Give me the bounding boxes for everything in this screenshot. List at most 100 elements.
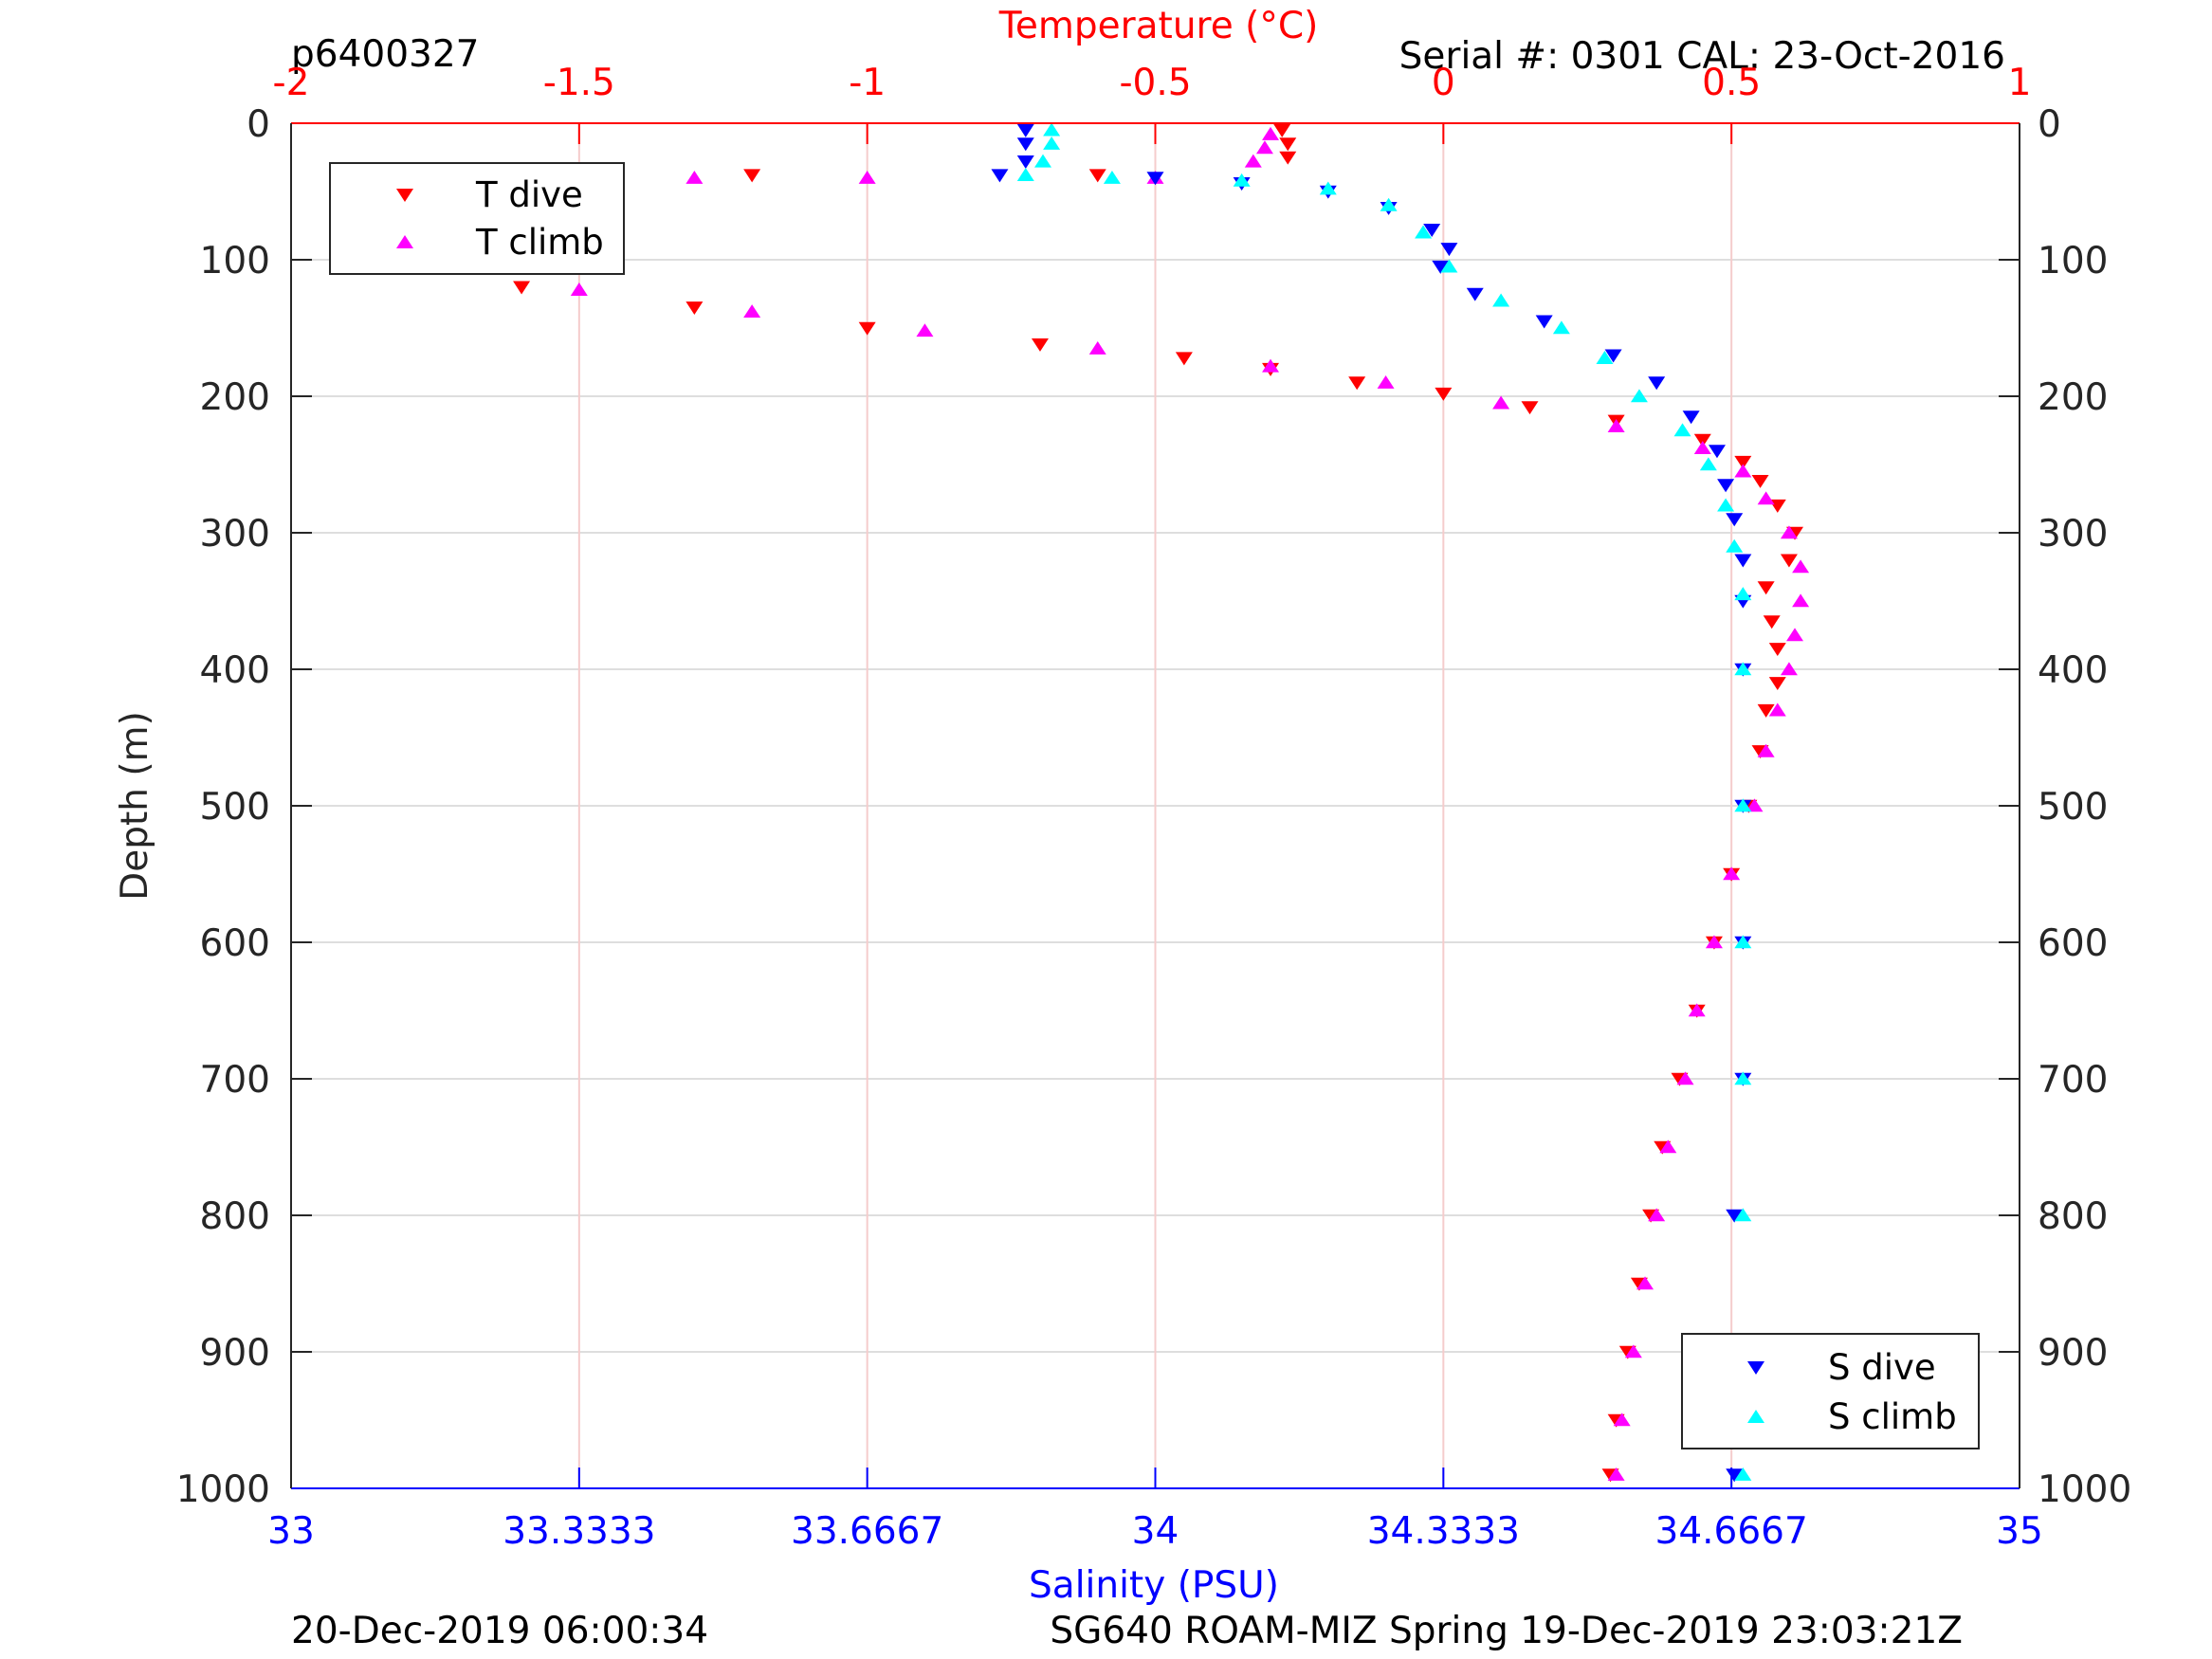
y-tick-label-left: 300 — [200, 513, 270, 556]
s-climb-point — [1440, 259, 1458, 273]
axes: 0 0 100 100 200 200 300 300 400 400 500 500 600 600 70… — [176, 62, 2132, 1553]
y-tick-label-left: 700 — [200, 1059, 270, 1102]
t-climb-point — [1636, 1276, 1654, 1290]
t-climb-legend-marker — [396, 235, 413, 248]
y-tick-label-right: 1000 — [2038, 1468, 2131, 1511]
t-dive-point — [1751, 474, 1769, 488]
s-climb-point — [1699, 457, 1717, 471]
t-dive-point — [858, 321, 876, 336]
s-climb-point — [1103, 170, 1121, 184]
t-dive-point — [513, 281, 531, 295]
t-dive-point — [1279, 137, 1297, 152]
header-right: Serial #: 0301 CAL: 23-Oct-2016 — [1399, 35, 2005, 78]
s-dive-point — [1440, 243, 1458, 257]
temperature-tick-label: -1 — [849, 62, 886, 104]
t-dive-point — [1693, 433, 1711, 447]
s-climb-point — [1016, 168, 1034, 182]
s-dive-point — [1016, 123, 1034, 137]
y-tick-label-left: 200 — [200, 376, 270, 419]
t-dive-point — [1780, 554, 1798, 568]
s-dive-point — [1016, 137, 1034, 152]
salinity-tick-label: 34.6667 — [1655, 1510, 1808, 1553]
s-climb-legend-marker — [1747, 1410, 1764, 1423]
s-climb-point — [1415, 225, 1433, 239]
t-dive-legend-marker — [396, 189, 413, 202]
s-climb-point — [1043, 136, 1061, 150]
t-dive-point — [1757, 703, 1775, 718]
t-climb-point — [1757, 743, 1775, 757]
s-dive-point — [1708, 445, 1726, 459]
y-tick-label-right: 700 — [2038, 1059, 2108, 1102]
s-climb-point — [1734, 1208, 1752, 1222]
t-climb-point — [1607, 419, 1625, 432]
s-climb-point — [1492, 293, 1510, 307]
s-climb-point — [1043, 122, 1061, 137]
t-dive-point — [743, 169, 761, 183]
y-tick-label-left: 0 — [247, 103, 270, 146]
t-climb-point — [1659, 1139, 1677, 1154]
s-dive-point — [1726, 1209, 1744, 1223]
t-climb-point — [1786, 628, 1804, 642]
depth-axis-label: Depth (m) — [114, 711, 156, 901]
t-climb-point — [916, 323, 934, 337]
y-tick-label-left: 500 — [200, 786, 270, 829]
y-tick-label-left: 100 — [200, 240, 270, 283]
t-climb-point — [1780, 525, 1798, 539]
t-climb-point — [570, 283, 588, 296]
s-dive-point — [1146, 172, 1164, 186]
s-dive-point — [1535, 315, 1553, 329]
t-dive-point — [1763, 615, 1781, 629]
s-climb-point — [1734, 798, 1752, 812]
legend-s-dive: S dive — [1828, 1347, 1936, 1388]
t-dive-point — [1088, 169, 1106, 183]
s-climb-point — [1552, 320, 1570, 335]
s-dive-point — [1717, 479, 1735, 493]
salinity-legend: S dive S climb — [1681, 1333, 1980, 1449]
y-tick-label-right: 800 — [2038, 1195, 2108, 1238]
temperature-tick-label: 0 — [1432, 62, 1455, 104]
s-dive-point — [1432, 260, 1450, 274]
s-climb-point — [1673, 423, 1691, 437]
header-left: p6400327 — [291, 33, 479, 76]
t-climb-point — [1613, 1413, 1631, 1427]
temperature-legend: T dive T climb — [329, 162, 625, 275]
t-climb-point — [858, 170, 876, 184]
y-tick-label-left: 900 — [200, 1332, 270, 1375]
s-climb-point — [1319, 181, 1337, 195]
s-dive-point — [1726, 1468, 1744, 1483]
y-tick-label-right: 300 — [2038, 513, 2108, 556]
t-climb-point — [1607, 1467, 1625, 1481]
s-climb-point — [1734, 1071, 1752, 1085]
s-climb-point — [1734, 587, 1752, 601]
t-climb-point — [1244, 154, 1262, 168]
s-climb-point — [1734, 935, 1752, 949]
y-tick-label-right: 500 — [2038, 786, 2108, 829]
t-climb-point — [743, 304, 761, 319]
y-tick-label-right: 0 — [2038, 103, 2061, 146]
y-tick-label-right: 200 — [2038, 376, 2108, 419]
s-dive-point — [1016, 155, 1034, 169]
s-climb-point — [1233, 173, 1251, 187]
salinity-tick-label: 34 — [1132, 1510, 1179, 1553]
t-climb-point — [1705, 935, 1723, 949]
t-climb-point — [1377, 374, 1395, 389]
t-dive-point — [1768, 643, 1786, 657]
t-dive-point — [1521, 401, 1539, 415]
t-climb-point — [1688, 1003, 1706, 1017]
temperature-axis-label: Temperature (°C) — [998, 5, 1319, 47]
s-dive-point — [1466, 287, 1484, 301]
gridlines — [291, 123, 2020, 1488]
t-climb-point — [1693, 441, 1711, 455]
t-climb-point — [1255, 140, 1273, 155]
s-dive-point — [1604, 349, 1622, 363]
salinity-axis-label: Salinity (PSU) — [1029, 1564, 1279, 1607]
t-dive-point — [1279, 151, 1297, 165]
salinity-tick-label: 33.6667 — [791, 1510, 943, 1553]
y-tick-label-left: 1000 — [176, 1468, 270, 1511]
temperature-tick-label: 0.5 — [1702, 62, 1761, 104]
t-dive-point — [1273, 123, 1291, 137]
t-dive-point — [686, 301, 704, 316]
s-climb-point — [1734, 1467, 1752, 1481]
t-climb-point — [1792, 593, 1810, 608]
